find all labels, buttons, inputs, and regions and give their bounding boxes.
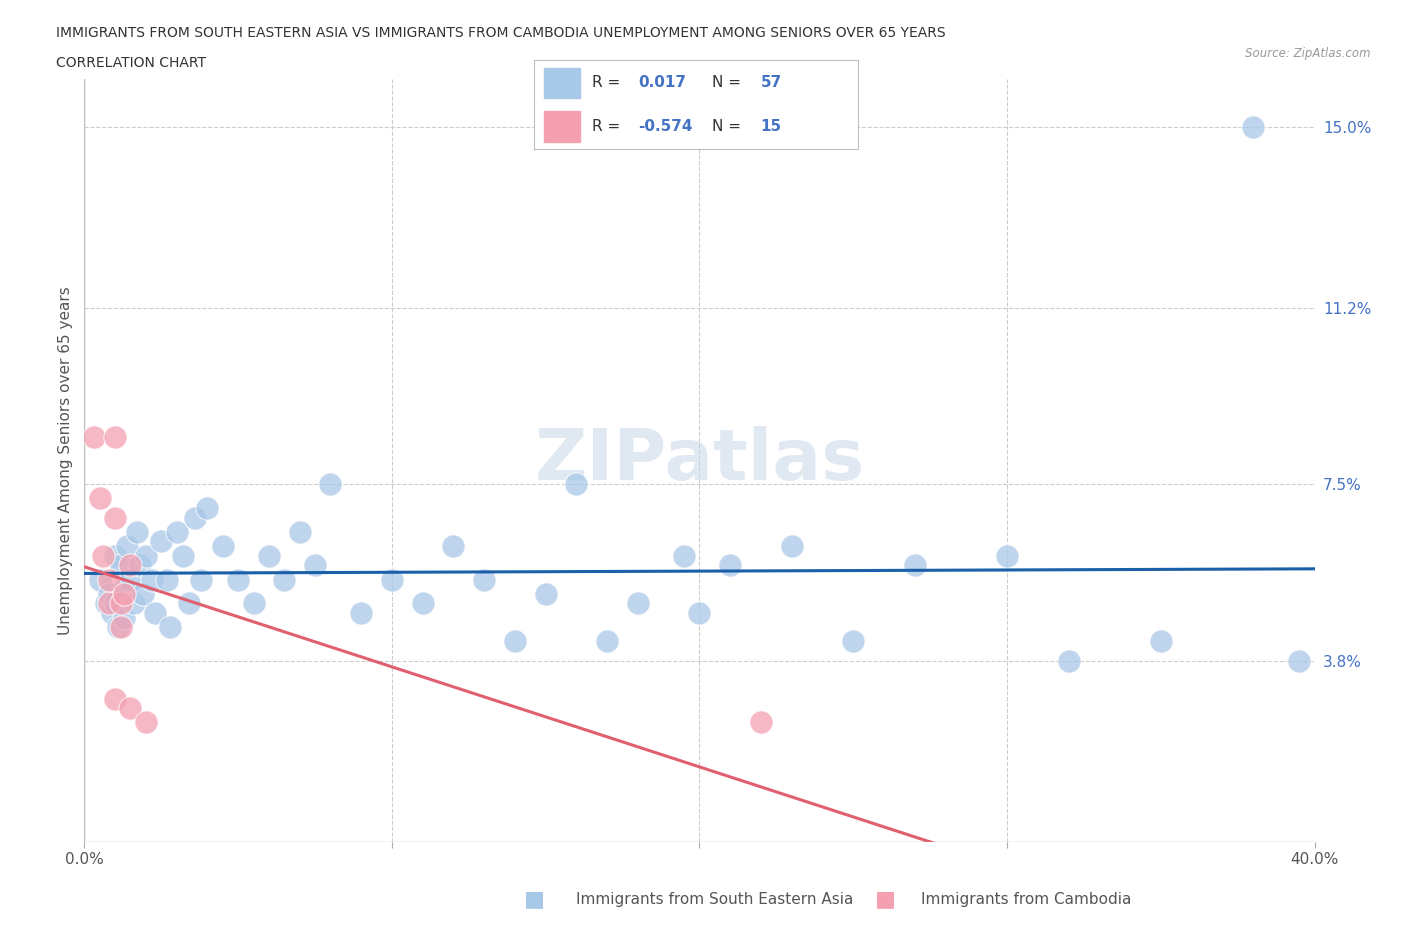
- Point: [472, 572, 495, 587]
- Point: [91, 549, 114, 564]
- Point: [104, 691, 127, 706]
- Point: [596, 634, 619, 649]
- Point: [1241, 119, 1264, 134]
- Point: [143, 605, 166, 620]
- Point: [288, 525, 311, 539]
- Text: N =: N =: [713, 75, 741, 90]
- Point: [995, 549, 1018, 564]
- Text: Immigrants from Cambodia: Immigrants from Cambodia: [921, 892, 1132, 907]
- Point: [83, 429, 105, 444]
- Point: [1150, 634, 1173, 649]
- Point: [104, 510, 127, 525]
- Point: [304, 558, 326, 573]
- Point: [112, 587, 135, 602]
- Point: [904, 558, 927, 573]
- Point: [211, 538, 233, 553]
- Point: [120, 572, 142, 587]
- Point: [718, 558, 741, 573]
- Text: R =: R =: [592, 119, 620, 134]
- Point: [135, 715, 157, 730]
- Point: [1057, 653, 1080, 668]
- Point: [319, 477, 342, 492]
- Point: [132, 587, 155, 602]
- Point: [627, 596, 650, 611]
- FancyBboxPatch shape: [544, 68, 579, 99]
- Point: [125, 525, 148, 539]
- Text: N =: N =: [713, 119, 741, 134]
- Point: [104, 596, 127, 611]
- Point: [128, 558, 150, 573]
- Point: [534, 587, 557, 602]
- Point: [503, 634, 526, 649]
- Point: [98, 596, 120, 611]
- Text: IMMIGRANTS FROM SOUTH EASTERN ASIA VS IMMIGRANTS FROM CAMBODIA UNEMPLOYMENT AMON: IMMIGRANTS FROM SOUTH EASTERN ASIA VS IM…: [56, 26, 946, 40]
- Point: [780, 538, 803, 553]
- Text: Immigrants from South Eastern Asia: Immigrants from South Eastern Asia: [576, 892, 853, 907]
- Point: [184, 510, 207, 525]
- Text: ■: ■: [524, 889, 544, 910]
- Text: ZIPatlas: ZIPatlas: [534, 426, 865, 495]
- Point: [101, 605, 124, 620]
- Text: CORRELATION CHART: CORRELATION CHART: [56, 56, 207, 70]
- Point: [749, 715, 772, 730]
- FancyBboxPatch shape: [544, 111, 579, 141]
- Point: [842, 634, 865, 649]
- Point: [565, 477, 588, 492]
- Point: [1288, 653, 1310, 668]
- Point: [89, 572, 111, 587]
- Point: [226, 572, 249, 587]
- Point: [117, 538, 139, 553]
- Point: [104, 429, 127, 444]
- Point: [89, 491, 111, 506]
- Point: [381, 572, 404, 587]
- Text: 0.017: 0.017: [638, 75, 686, 90]
- Point: [156, 572, 179, 587]
- Point: [443, 538, 465, 553]
- Point: [159, 619, 181, 634]
- Point: [98, 587, 120, 602]
- Point: [94, 596, 117, 611]
- Text: R =: R =: [592, 75, 620, 90]
- Point: [350, 605, 373, 620]
- Point: [177, 596, 200, 611]
- Point: [166, 525, 188, 539]
- Point: [122, 596, 145, 611]
- Point: [197, 500, 219, 515]
- Text: 57: 57: [761, 75, 782, 90]
- Point: [141, 572, 163, 587]
- Point: [112, 610, 135, 625]
- Y-axis label: Unemployment Among Seniors over 65 years: Unemployment Among Seniors over 65 years: [58, 286, 73, 635]
- Point: [242, 596, 264, 611]
- Point: [673, 549, 696, 564]
- Point: [135, 549, 157, 564]
- Point: [689, 605, 711, 620]
- Point: [257, 549, 280, 564]
- Text: ■: ■: [876, 889, 896, 910]
- Point: [273, 572, 295, 587]
- Text: Source: ZipAtlas.com: Source: ZipAtlas.com: [1246, 46, 1371, 60]
- Point: [190, 572, 212, 587]
- Point: [110, 596, 132, 611]
- Point: [110, 619, 132, 634]
- Point: [110, 558, 132, 573]
- Point: [120, 558, 142, 573]
- Point: [104, 549, 127, 564]
- Point: [412, 596, 434, 611]
- Point: [112, 581, 135, 596]
- Point: [120, 701, 142, 716]
- Point: [107, 619, 129, 634]
- Point: [150, 534, 173, 549]
- Text: 15: 15: [761, 119, 782, 134]
- Text: -0.574: -0.574: [638, 119, 692, 134]
- Point: [98, 572, 120, 587]
- Point: [172, 549, 194, 564]
